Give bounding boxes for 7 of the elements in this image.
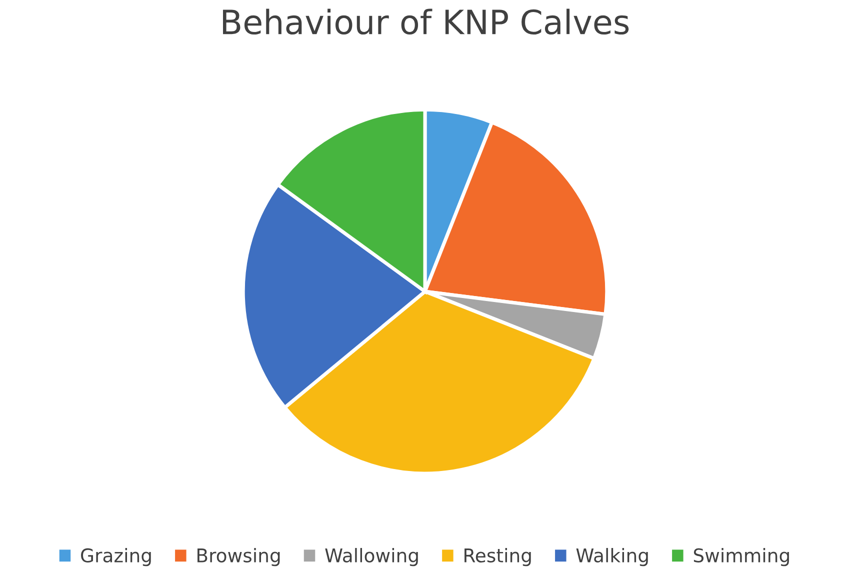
legend-label: Wallowing [325,548,418,566]
legend-label: Grazing [81,548,151,566]
legend-label: Browsing [198,548,280,566]
legend-label: Resting [464,548,531,566]
legend-label: Walking [576,548,648,566]
legend-label: Swimming [694,548,789,566]
chart-title: Behaviour of KNP Calves [223,8,629,35]
